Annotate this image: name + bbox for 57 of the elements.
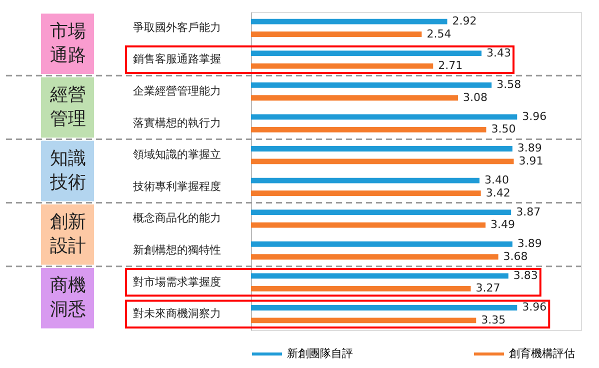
bar xyxy=(251,146,512,152)
data-label: 3.58 xyxy=(496,78,522,92)
bar xyxy=(251,50,482,56)
bar xyxy=(251,178,480,184)
text: 創新設計 xyxy=(50,212,86,257)
bar xyxy=(251,190,481,196)
legend-label: 新創團隊自評 xyxy=(287,347,353,360)
bar xyxy=(251,222,486,228)
data-label: 3.91 xyxy=(518,154,544,168)
y-tick-label: 爭取國外客戶能力 xyxy=(133,20,221,34)
text: 市場通路 xyxy=(50,20,86,66)
bar xyxy=(251,126,486,132)
data-label: 2.71 xyxy=(438,59,463,72)
bar xyxy=(251,286,471,292)
bar xyxy=(251,210,512,216)
data-label: 3.27 xyxy=(476,282,500,295)
text: 經營管理 xyxy=(49,84,86,130)
y-tick-label: 銷售客服通路掌握 xyxy=(133,52,221,66)
bar xyxy=(251,63,434,69)
bar xyxy=(251,32,422,37)
bar xyxy=(251,273,508,279)
data-label: 3.42 xyxy=(486,186,510,200)
data-label: 2.54 xyxy=(426,27,452,40)
data-label: 3.08 xyxy=(462,90,488,104)
y-tick-label: 對市場需求掌握度 xyxy=(133,275,221,288)
data-label: 3.40 xyxy=(484,174,509,187)
data-label: 3.89 xyxy=(517,142,542,155)
text: 知識技術 xyxy=(49,148,86,193)
y-tick-label: 對未來商機洞察力 xyxy=(133,307,221,320)
data-label: 2.92 xyxy=(452,14,477,28)
data-label: 3.35 xyxy=(481,313,506,326)
legend-label: 創育機構評估 xyxy=(509,347,575,360)
data-label: 3.68 xyxy=(503,250,528,263)
y-tick-label: 企業經營管理能力 xyxy=(133,84,221,98)
text: 商機洞悉 xyxy=(50,275,86,320)
y-tick-label: 概念商品化的能力 xyxy=(133,212,221,225)
bar xyxy=(251,158,514,164)
bar xyxy=(251,114,518,120)
data-label: 3.83 xyxy=(513,268,538,282)
data-label: 3.96 xyxy=(522,300,547,314)
data-label: 3.49 xyxy=(490,218,516,232)
y-tick-label: 領域知識的掌握立 xyxy=(133,148,221,162)
bar xyxy=(251,318,476,324)
bar xyxy=(251,82,492,88)
data-label: 3.43 xyxy=(486,46,512,60)
bar xyxy=(251,254,498,260)
data-label: 3.50 xyxy=(491,122,516,136)
data-label: 3.89 xyxy=(517,237,542,250)
y-tick-label: 落實構想的執行力 xyxy=(133,116,221,130)
data-label: 3.96 xyxy=(522,110,547,123)
bar xyxy=(251,18,448,24)
bar xyxy=(251,95,458,101)
bar xyxy=(251,305,518,310)
bar xyxy=(251,241,512,247)
data-label: 3.87 xyxy=(516,205,541,218)
y-tick-label: 新創構想的獨特性 xyxy=(133,244,221,256)
y-tick-label: 技術專利掌握程度 xyxy=(132,180,221,193)
